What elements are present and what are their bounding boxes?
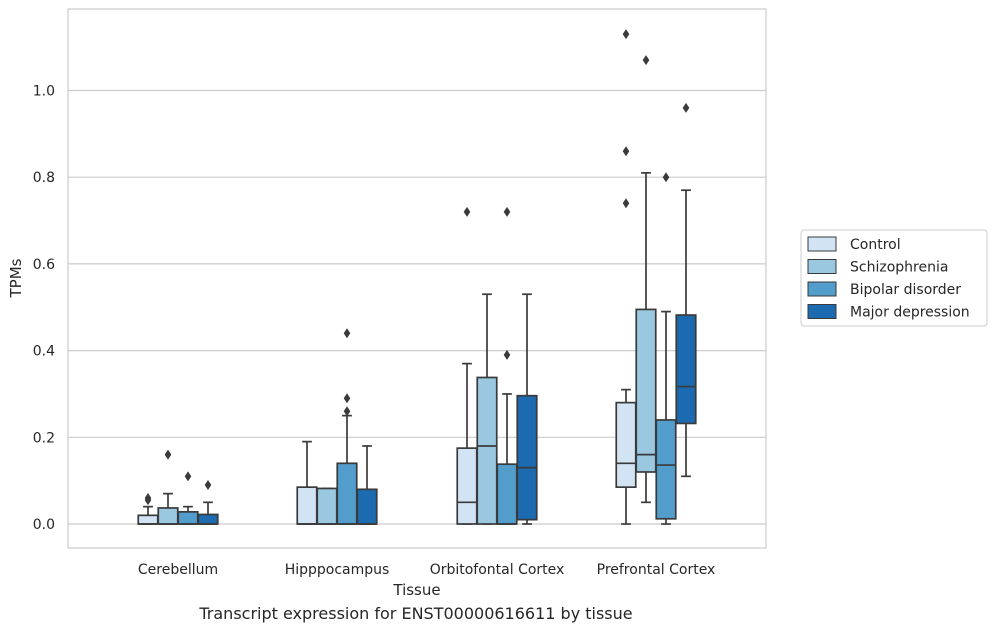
box-plot [675, 102, 697, 478]
outlier-point [204, 479, 212, 490]
box-plot [476, 293, 498, 525]
box-plot [635, 55, 657, 504]
y-axis-label: TPMs [7, 258, 25, 298]
outlier-point [343, 406, 351, 417]
outlier-point [184, 471, 192, 482]
box-plot [496, 206, 518, 525]
x-tick-label: Hipppocampus [285, 562, 390, 578]
y-tick-label: 0.0 [33, 517, 55, 533]
box [635, 308, 657, 473]
legend-swatch [807, 259, 837, 274]
box [296, 486, 318, 525]
x-tick-label: Orbitofontal Cortex [430, 562, 565, 578]
outlier-point [622, 146, 630, 157]
y-tick-label: 1.0 [33, 84, 55, 100]
box [336, 462, 358, 525]
x-axis-label: Tissue [392, 581, 440, 599]
box [675, 314, 697, 425]
box [197, 513, 219, 525]
y-tick-labels: 0.0 0.2 0.4 0.6 0.8 1.0 [33, 84, 55, 534]
outlier-point [642, 55, 650, 66]
outlier-point [682, 102, 690, 113]
box-plot [316, 487, 338, 525]
x-tick-label: Cerebellum [138, 562, 218, 578]
box-plot [197, 479, 219, 525]
outlier-point [662, 172, 670, 183]
x-tick-label: Prefrontal Cortex [597, 562, 716, 578]
box-plot [356, 445, 378, 525]
legend-frame [800, 229, 988, 327]
outlier-point [503, 349, 511, 360]
legend-swatch [807, 304, 837, 319]
box-plot-area [137, 29, 697, 525]
box-plot [157, 449, 179, 525]
box [316, 487, 338, 525]
box-plot [516, 293, 538, 525]
outlier-point [144, 495, 152, 506]
figure-caption: Transcript expression for ENST0000061661… [199, 604, 633, 623]
outlier-point [343, 328, 351, 339]
box [655, 419, 677, 520]
box [496, 463, 518, 525]
box [157, 507, 179, 525]
legend: Control Schizophrenia Bipolar disorder Majo… [800, 229, 988, 327]
legend-label: Major depression [850, 305, 970, 321]
grid-lines [68, 89, 766, 525]
y-tick-label: 0.8 [33, 170, 55, 186]
y-tick-label: 0.6 [33, 257, 55, 273]
box-plot [655, 172, 677, 525]
box-plot [336, 328, 358, 525]
box [137, 514, 159, 525]
y-tick-label: 0.4 [33, 344, 55, 360]
outlier-point [164, 449, 172, 460]
box [516, 394, 538, 521]
box-plot [615, 29, 637, 525]
outlier-point [343, 393, 351, 404]
outlier-point [463, 206, 471, 217]
outlier-point [503, 206, 511, 217]
legend-label: Schizophrenia [850, 260, 948, 276]
box-plot [456, 206, 478, 525]
box-plot [296, 440, 318, 525]
legend-swatch [807, 236, 837, 252]
x-tick-labels: Cerebellum Hipppocampus Orbitofontal Corte… [138, 562, 715, 578]
plot-frame [67, 8, 767, 549]
legend-label: Control [850, 237, 901, 253]
box [356, 488, 378, 525]
box [615, 401, 637, 489]
box [456, 447, 478, 525]
box [476, 376, 498, 525]
outlier-point [622, 29, 630, 40]
legend-label: Bipolar disorder [850, 282, 961, 298]
box-plot [137, 492, 159, 525]
outlier-point [622, 198, 630, 209]
legend-swatch [807, 281, 837, 297]
y-tick-label: 0.2 [33, 430, 55, 446]
box-plot [177, 471, 199, 525]
box [177, 511, 199, 525]
